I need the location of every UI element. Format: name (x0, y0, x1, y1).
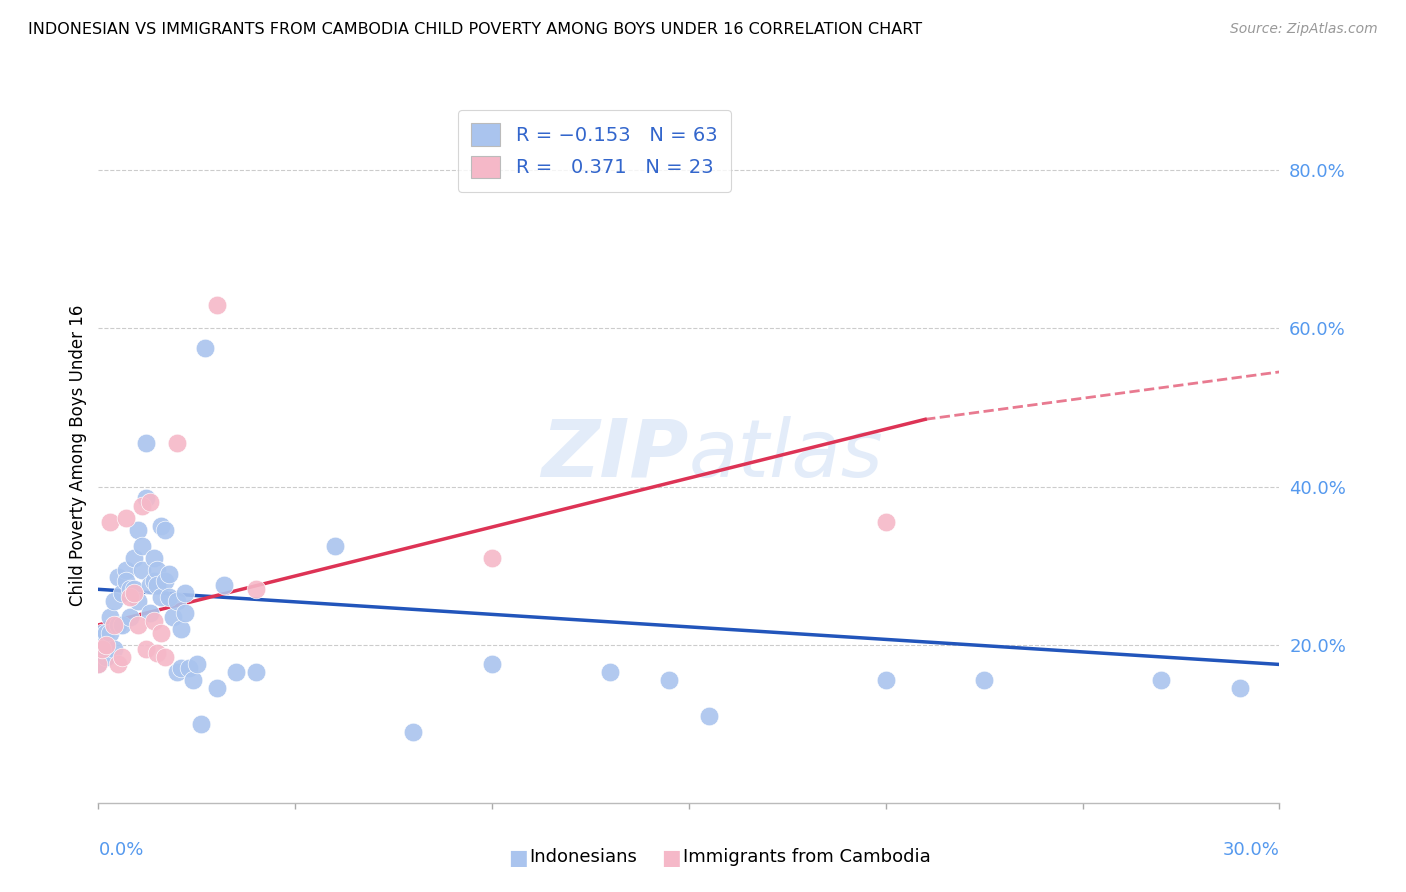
Point (245, 582, 267, 597)
Point (107, 618, 129, 632)
Point (138, 578, 160, 592)
Point (214, 578, 236, 592)
Point (122, 550, 145, 565)
Point (118, 610, 141, 624)
Point (162, 610, 184, 624)
Point (150, 625, 173, 640)
Y-axis label: Child Poverty Among Boys Under 16: Child Poverty Among Boys Under 16 (69, 304, 87, 606)
Point (157, 566, 180, 581)
Point (138, 495, 160, 509)
Point (103, 618, 125, 632)
Point (150, 591, 173, 605)
Point (127, 523, 149, 537)
Point (146, 563, 169, 577)
Point (146, 578, 169, 592)
Point (87, 657, 110, 672)
Text: Indonesians: Indonesians (530, 848, 637, 866)
Point (170, 661, 193, 675)
Point (98, 625, 121, 640)
Point (103, 641, 125, 656)
Point (118, 591, 141, 605)
Text: ZIP: ZIP (541, 416, 689, 494)
Text: INDONESIAN VS IMMIGRANTS FROM CAMBODIA CHILD POVERTY AMONG BOYS UNDER 16 CORRELA: INDONESIAN VS IMMIGRANTS FROM CAMBODIA C… (28, 22, 922, 37)
Point (111, 586, 134, 600)
Point (91, 641, 114, 656)
Point (402, 724, 425, 739)
Point (146, 646, 169, 660)
Point (103, 594, 125, 608)
Point (142, 614, 165, 628)
Point (135, 641, 157, 656)
Point (194, 341, 217, 355)
Text: Immigrants from Cambodia: Immigrants from Cambodia (683, 848, 931, 866)
Text: Source: ZipAtlas.com: Source: ZipAtlas.com (1230, 22, 1378, 37)
Point (166, 594, 188, 608)
Point (131, 563, 153, 577)
Point (91, 625, 114, 640)
Point (190, 716, 212, 731)
Point (98, 610, 121, 624)
Point (155, 574, 177, 589)
Point (875, 515, 897, 529)
Text: ■: ■ (661, 848, 681, 868)
Point (111, 618, 134, 632)
Point (658, 673, 681, 688)
Point (135, 436, 157, 450)
Point (205, 298, 228, 312)
Point (127, 618, 149, 632)
Point (138, 606, 160, 620)
Point (186, 657, 208, 672)
Point (115, 511, 138, 525)
Text: ■: ■ (508, 848, 527, 868)
Point (122, 582, 145, 597)
Point (122, 586, 145, 600)
Point (118, 582, 141, 597)
Text: 30.0%: 30.0% (1223, 841, 1279, 859)
Point (245, 665, 267, 680)
Point (107, 570, 129, 584)
Point (96, 625, 118, 640)
Point (142, 574, 165, 589)
Point (135, 491, 157, 506)
Point (177, 661, 200, 675)
Point (150, 519, 173, 533)
Point (170, 622, 193, 636)
Point (1150, 673, 1173, 688)
Point (697, 708, 720, 723)
Point (166, 436, 188, 450)
Legend: R = −0.153   N = 63, R =   0.371   N = 23: R = −0.153 N = 63, R = 0.371 N = 23 (458, 110, 731, 192)
Point (1229, 681, 1251, 695)
Point (323, 539, 346, 553)
Point (166, 665, 188, 680)
Point (98, 515, 121, 529)
Point (131, 539, 153, 553)
Point (157, 591, 180, 605)
Point (181, 673, 204, 688)
Point (127, 594, 149, 608)
Point (131, 500, 153, 514)
Point (205, 681, 228, 695)
Point (96, 638, 118, 652)
Point (155, 649, 177, 664)
Point (481, 657, 503, 672)
Point (875, 673, 897, 688)
Point (599, 665, 621, 680)
Point (111, 649, 134, 664)
Point (87, 657, 110, 672)
Point (115, 574, 138, 589)
Point (142, 550, 165, 565)
Text: atlas: atlas (689, 416, 884, 494)
Point (225, 665, 247, 680)
Point (174, 586, 197, 600)
Point (107, 657, 129, 672)
Point (174, 606, 197, 620)
Point (481, 550, 503, 565)
Point (115, 563, 138, 577)
Text: 0.0%: 0.0% (98, 841, 143, 859)
Point (973, 673, 995, 688)
Point (91, 641, 114, 656)
Point (155, 523, 177, 537)
Point (96, 649, 118, 664)
